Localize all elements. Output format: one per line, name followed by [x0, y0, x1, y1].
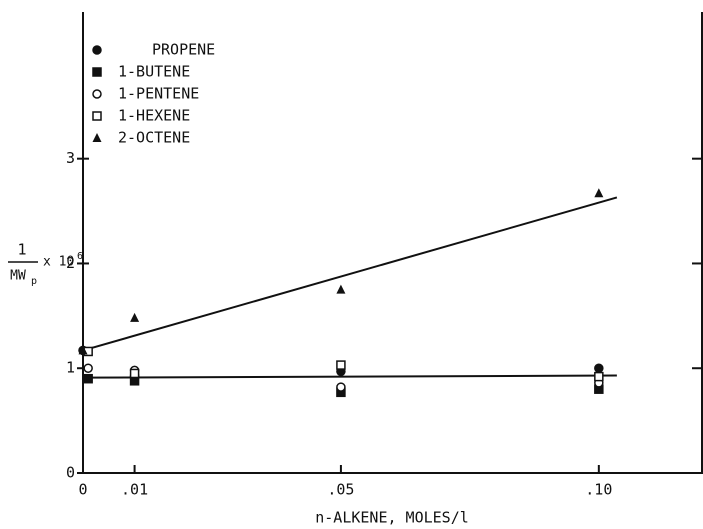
y-tick-label: 0: [66, 464, 75, 482]
legend-label: 1-BUTENE: [118, 63, 190, 81]
legend-marker: [92, 67, 102, 77]
y-label-exponent: 6: [77, 251, 83, 262]
y-tick-label: 1: [66, 359, 75, 377]
point: [83, 373, 93, 384]
legend-marker: [92, 133, 102, 142]
legend-marker: [92, 45, 102, 55]
x-tick-label: 0: [78, 481, 87, 499]
point: [83, 363, 93, 373]
legend-marker: [92, 89, 102, 99]
legend-label: 1-HEXENE: [118, 107, 190, 125]
y-tick-label: 2: [66, 254, 75, 272]
x-tick-label: .10: [585, 481, 612, 499]
point: [129, 368, 140, 379]
point: [336, 382, 346, 392]
x-axis-label: n-ALKENE, MOLES/l: [315, 509, 469, 527]
legend-label: 1-PENTENE: [118, 85, 199, 103]
point: [130, 312, 140, 322]
point: [594, 371, 604, 382]
y-label-denominator: MW: [10, 269, 26, 284]
y-label-multiplier: x 10: [43, 255, 74, 270]
y-axis-label: 1 MW p x 10 6: [8, 241, 83, 287]
point: [78, 345, 88, 355]
legend-marker: [92, 111, 102, 121]
legend-label: PROPENE: [152, 41, 215, 59]
y-label-numerator: 1: [17, 241, 26, 259]
point: [594, 363, 604, 373]
point: [336, 360, 346, 370]
y-label-subscript: p: [31, 276, 37, 287]
fit-line: [82, 374, 617, 379]
y-tick-label: 3: [66, 149, 75, 167]
legend-label: 2-OCTENE: [118, 129, 190, 147]
point: [594, 188, 604, 198]
x-tick-label: .05: [327, 481, 354, 499]
axes: [82, 12, 703, 474]
x-tick-label: .01: [121, 481, 148, 499]
fit-line: [82, 196, 618, 352]
point: [336, 284, 346, 294]
